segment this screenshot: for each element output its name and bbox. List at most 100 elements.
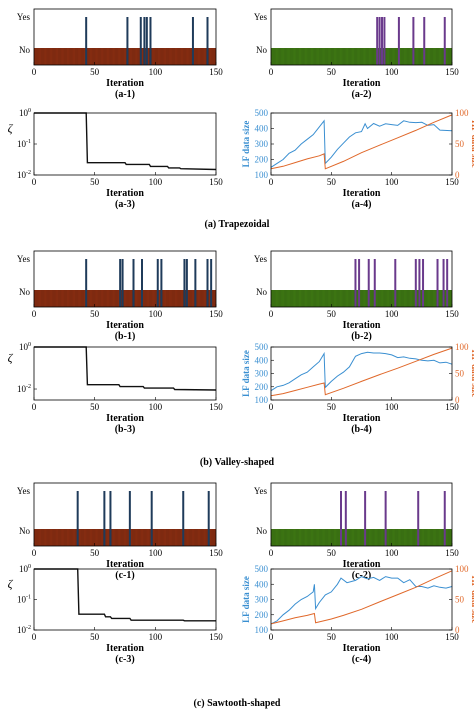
- xtick-label: 100: [385, 177, 399, 187]
- ytick-label: 10-2: [17, 170, 31, 180]
- y2label: HF data size: [470, 576, 474, 624]
- xtick-label: 150: [445, 632, 459, 642]
- xlabel: Iteration: [343, 559, 381, 570]
- ytick-label: 10-2: [17, 625, 31, 635]
- xtick-label: 100: [385, 548, 399, 558]
- xtick-label: 0: [32, 67, 37, 77]
- xtick-label: 0: [269, 402, 274, 412]
- xtick-label: 50: [327, 632, 337, 642]
- xtick-label: 100: [149, 67, 163, 77]
- xtick-label: 150: [445, 402, 459, 412]
- xtick-label: 50: [90, 548, 100, 558]
- ylabel: ζ: [8, 351, 14, 365]
- y2tick-label: 50: [455, 139, 465, 149]
- panel-c-2: Yes No 0 50 100 150 Iteration(c-2): [254, 482, 459, 581]
- series-line-1: [270, 114, 453, 170]
- ytick-label: No: [256, 526, 267, 536]
- xtick-label: 150: [209, 309, 223, 319]
- ytick-label: 300: [255, 369, 269, 379]
- zeta-line: [34, 568, 216, 622]
- no-band: [34, 290, 216, 307]
- xlabel: Iteration: [343, 188, 381, 199]
- panel-label: (c-3): [115, 654, 134, 665]
- ylabel: ζ: [8, 577, 14, 591]
- xtick-label: 50: [90, 177, 100, 187]
- ytick-label: 500: [255, 108, 269, 118]
- xtick-label: 0: [32, 632, 37, 642]
- ytick-label: No: [256, 45, 267, 55]
- series-line-1: [270, 570, 453, 625]
- panel-label: (b-1): [115, 331, 136, 342]
- xlabel: Iteration: [106, 413, 144, 424]
- ytick-label: Yes: [254, 486, 268, 496]
- axes-frame: [33, 112, 217, 176]
- panel-a-2: Yes No 0 50 100 150 Iteration(a-2): [254, 8, 459, 100]
- ylabel: LF data size: [241, 121, 251, 168]
- axes-frame: [270, 8, 453, 66]
- xtick-label: 0: [269, 177, 274, 187]
- xlabel: Iteration: [343, 643, 381, 654]
- xtick-label: 100: [385, 67, 399, 77]
- panel-label: (a-2): [352, 89, 372, 100]
- ylabel: ζ: [8, 121, 14, 135]
- panel-label: (b-3): [115, 424, 136, 435]
- xtick-label: 150: [445, 67, 459, 77]
- xtick-label: 150: [209, 632, 223, 642]
- y2tick-label: 0: [455, 395, 460, 405]
- ytick-label: 100: [19, 108, 31, 118]
- xlabel: Iteration: [106, 320, 144, 331]
- panel-label: (c-4): [352, 654, 371, 665]
- xlabel: Iteration: [106, 188, 144, 199]
- panel-label: (c-1): [115, 570, 134, 581]
- y2tick-label: 50: [455, 595, 465, 605]
- ytick-label: 10-1: [17, 595, 31, 605]
- panel-a-1: Yes No 0 50 100 150 Iteration(a-1): [17, 8, 223, 100]
- xtick-label: 100: [149, 309, 163, 319]
- group-caption: (a) Trapezoidal: [205, 219, 270, 230]
- xtick-label: 50: [90, 402, 100, 412]
- y2label: HF data size: [470, 120, 474, 168]
- axes-frame: [33, 568, 217, 631]
- xtick-label: 50: [90, 309, 100, 319]
- group-caption: (b) Valley-shaped: [200, 457, 275, 468]
- xtick-label: 0: [269, 548, 274, 558]
- ylabel: LF data size: [241, 350, 251, 397]
- xtick-label: 50: [90, 632, 100, 642]
- panel-label: (a-4): [352, 199, 372, 210]
- ytick-label: 100: [19, 342, 31, 352]
- no-band: [34, 48, 216, 65]
- xtick-label: 100: [149, 402, 163, 412]
- xtick-label: 100: [149, 177, 163, 187]
- y2tick-label: 100: [455, 564, 469, 574]
- xtick-label: 100: [385, 632, 399, 642]
- ytick-label: 200: [255, 610, 269, 620]
- panel-c-1: Yes No 0 50 100 150 Iteration(c-1): [17, 482, 223, 581]
- xtick-label: 150: [445, 548, 459, 558]
- ytick-label: No: [19, 526, 30, 536]
- y2tick-label: 0: [455, 625, 460, 635]
- panel-b-3: 100 10-2 ζ 0 50 100 150 Iteration(b-3): [8, 342, 224, 435]
- xlabel: Iteration: [106, 78, 144, 89]
- y2tick-label: 100: [455, 342, 469, 352]
- xtick-label: 100: [149, 548, 163, 558]
- panel-c-3: 100 10-1 10-2 ζ 0 50 100 150 Iteration(c-3): [8, 564, 224, 665]
- xtick-label: 0: [269, 632, 274, 642]
- xtick-label: 50: [327, 309, 337, 319]
- panel-label: (b-2): [351, 331, 372, 342]
- y2tick-label: 0: [455, 170, 460, 180]
- xtick-label: 50: [90, 67, 100, 77]
- xtick-label: 100: [385, 402, 399, 412]
- axes-frame: [270, 112, 453, 176]
- axes-frame: [33, 250, 217, 308]
- xtick-label: 50: [327, 177, 337, 187]
- ytick-label: Yes: [17, 254, 31, 264]
- no-band: [34, 529, 216, 546]
- y2tick-label: 50: [455, 369, 465, 379]
- xlabel: Iteration: [106, 643, 144, 654]
- no-band: [271, 48, 452, 65]
- xtick-label: 150: [445, 309, 459, 319]
- xtick-label: 150: [209, 548, 223, 558]
- xtick-label: 0: [32, 177, 37, 187]
